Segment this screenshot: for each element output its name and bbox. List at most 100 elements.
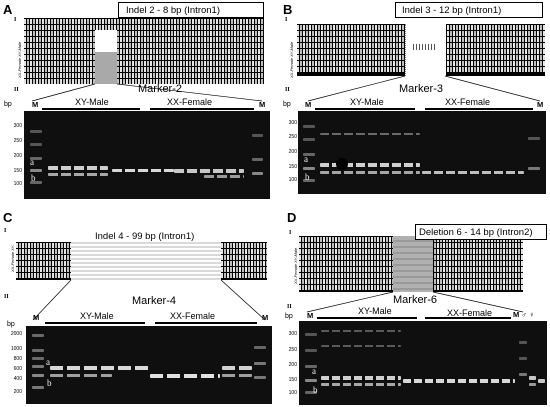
gel-band	[321, 376, 401, 380]
gel-band	[305, 379, 317, 382]
gel-band	[50, 366, 150, 370]
section-label-ii: II	[287, 304, 292, 310]
gap-dots	[413, 44, 437, 50]
group-xy-male: XY-Male	[350, 97, 384, 107]
gel-band	[150, 374, 220, 378]
gel-band	[320, 171, 420, 174]
gel-band	[48, 173, 108, 176]
gel-band	[204, 175, 244, 178]
lane-marker-left: M	[32, 100, 39, 109]
section-label-ii: II	[4, 294, 9, 300]
gel-band	[252, 158, 263, 161]
section-label-i: I	[285, 17, 288, 23]
panel-c: C I XX-Female XY-Male Indel 4 - 99 bp (I…	[0, 206, 275, 407]
group-bar	[425, 108, 533, 110]
panel-letter: C	[3, 210, 13, 225]
group-xx-female: XX-Female	[445, 97, 491, 107]
tick-label: 300	[13, 123, 22, 129]
marker-name: Marker-2	[138, 83, 183, 95]
band-b-label: b	[31, 173, 36, 183]
band-b-label: b	[313, 385, 318, 395]
deletion-highlight	[393, 236, 433, 292]
gel-band	[303, 138, 315, 141]
gel-band	[519, 357, 527, 360]
gel-band	[519, 341, 527, 344]
group-xy-male: XY-Male	[358, 306, 392, 316]
gel-band	[519, 373, 527, 376]
gel-band	[112, 169, 174, 172]
group-bar	[42, 108, 140, 110]
gel-band	[529, 376, 536, 380]
gel-band	[303, 167, 315, 170]
zoom-lines	[31, 83, 263, 102]
group-xx-female: XX-Female	[447, 308, 493, 318]
lane-marker-right: M ♂ ♀	[513, 310, 535, 319]
lane-marker-left: M	[307, 311, 314, 320]
gel-band	[305, 391, 317, 394]
gel-band	[320, 163, 420, 167]
marker-name: Marker-4	[132, 295, 177, 307]
bp-unit: bp	[285, 313, 293, 320]
gel-band	[32, 374, 44, 377]
bp-unit: bp	[283, 101, 291, 108]
group-xx-female: XX-Female	[170, 311, 216, 321]
group-xy-male: XY-Male	[80, 311, 114, 321]
gel-band	[305, 365, 317, 368]
gel-band	[254, 362, 266, 365]
title-box	[415, 224, 547, 240]
band-a-label: a	[304, 154, 308, 164]
tick-label: 250	[288, 347, 297, 353]
gel-band	[252, 134, 263, 137]
gel-band	[305, 349, 317, 352]
group-xx-female: XX-Female	[167, 97, 213, 107]
sequence-alignment	[221, 242, 267, 280]
group-bar	[317, 317, 417, 319]
tick-label: 250	[13, 138, 22, 144]
lane-marker-left: M	[305, 100, 312, 109]
gel-image: a b	[26, 326, 272, 404]
gel-band	[529, 383, 536, 386]
gel-band	[303, 125, 315, 128]
tick-label: 200	[288, 362, 297, 368]
indel-title: Deletion 6 - 14 bp (Intron2)	[419, 227, 533, 238]
tick-label: 150	[288, 164, 297, 170]
gel-band	[30, 157, 42, 160]
sequence-alignment	[16, 242, 71, 280]
gel-band	[32, 334, 44, 337]
gel-band	[30, 169, 42, 172]
section-label-i: I	[4, 228, 7, 234]
gel-band	[30, 143, 42, 146]
gel-band	[403, 379, 515, 383]
band-b-label: b	[305, 172, 310, 182]
zoom-lines	[307, 75, 541, 102]
gel-band	[252, 172, 263, 175]
section-label-ii: II	[14, 87, 19, 93]
marker-name: Marker-6	[393, 294, 438, 306]
gel-band	[321, 345, 401, 347]
panel-letter: B	[283, 2, 293, 17]
band-a-label: a	[312, 366, 316, 376]
tick-label: 2000	[10, 331, 22, 337]
gel-band	[222, 374, 252, 377]
gel-band	[32, 365, 44, 368]
group-bar	[45, 322, 145, 324]
indel-region	[71, 242, 221, 280]
tick-label: 400	[13, 376, 22, 382]
indel-title: Indel 3 - 12 bp (Intron1)	[402, 5, 502, 16]
group-bar	[425, 317, 511, 319]
gel-band	[320, 133, 420, 135]
tick-label: 150	[13, 168, 22, 174]
gel-band	[30, 130, 42, 133]
section-label-i: I	[289, 230, 292, 236]
group-bar	[315, 108, 415, 110]
gel-band	[48, 166, 108, 170]
title-box	[118, 2, 264, 18]
gel-band	[538, 379, 545, 383]
gel-band	[303, 179, 315, 182]
bp-unit: bp	[7, 321, 15, 328]
gel-band	[32, 386, 44, 389]
group-xy-male: XY-Male	[75, 97, 109, 107]
indel-title: Indel 2 - 8 bp (Intron1)	[126, 5, 220, 16]
gel-band	[254, 346, 266, 349]
title-box	[395, 2, 543, 18]
